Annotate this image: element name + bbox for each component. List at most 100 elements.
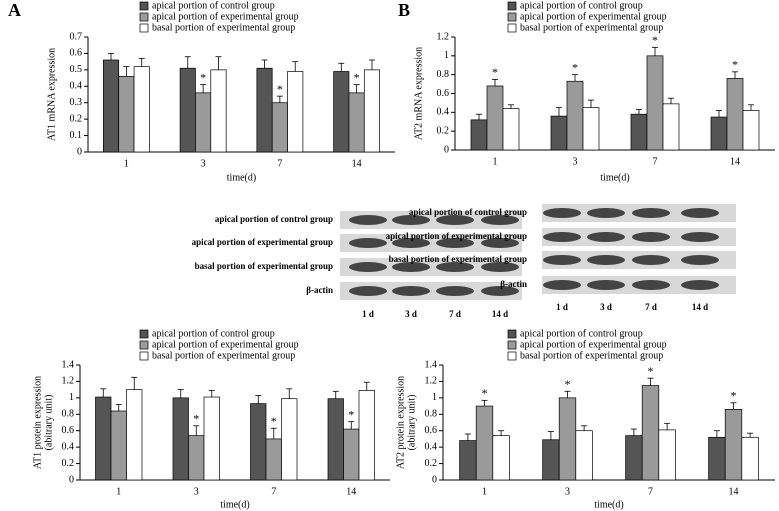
y-tick-label: 1 (69, 392, 74, 403)
x-tick-label: 3 (573, 156, 578, 167)
y-tick-label: 0.5 (70, 64, 83, 75)
legend-swatch (139, 340, 149, 350)
blot-row-label: basal portion of experimental group (195, 261, 333, 271)
y-axis-label: AT1 protein expression (32, 376, 43, 469)
blot-strip (340, 234, 522, 252)
y-tick-label: 0 (69, 474, 74, 485)
blot-band (436, 262, 474, 272)
blot-band (349, 262, 387, 272)
y-tick-label: 0.8 (425, 409, 438, 420)
legend-swatch (507, 12, 517, 22)
x-tick-label: 7 (277, 158, 282, 169)
blot-band (349, 286, 387, 296)
x-tick-label: 1 (124, 158, 129, 169)
blot-band (392, 215, 430, 225)
x-tick-label: 14 (730, 156, 740, 167)
blot-band (632, 255, 670, 265)
legend-label: apical portion of control group (152, 0, 275, 11)
blot-band (543, 232, 581, 242)
blot-row-label: β-actin (306, 285, 333, 295)
bar (172, 397, 189, 481)
bar (126, 389, 143, 481)
y-tick-label: 0.8 (62, 409, 75, 420)
y-tick-label: 0.4 (425, 441, 438, 452)
blot-band (681, 208, 719, 218)
y-tick-label: 0.4 (437, 107, 450, 118)
blot-band (392, 238, 430, 248)
blot-lane-label: 3 d (600, 302, 612, 312)
x-tick-label: 7 (271, 486, 276, 497)
y-axis-label: (abitrary unit) (406, 395, 417, 451)
bar (95, 396, 112, 481)
bar (343, 428, 360, 481)
bar (710, 116, 728, 151)
blot-row-label: apical portion of experimental group (386, 231, 527, 241)
bar (724, 409, 743, 481)
blot-band (481, 262, 519, 272)
blot-band (436, 215, 474, 225)
blot-band (587, 255, 625, 265)
blot-band (349, 238, 387, 248)
y-tick-label: 1 (444, 50, 449, 61)
blot-row-label: β-actin (500, 279, 527, 289)
bar (742, 110, 760, 151)
significance-marker: * (271, 414, 277, 428)
bar (348, 92, 365, 153)
y-tick-label: 0.2 (425, 458, 438, 469)
y-tick-label: 1.2 (425, 376, 438, 387)
bar (475, 405, 494, 481)
significance-marker: * (348, 407, 354, 421)
bar (625, 435, 643, 481)
blot-band (632, 208, 670, 218)
y-axis-label: (abitrary unit) (43, 395, 54, 451)
x-axis-label: time(d) (600, 172, 629, 183)
y-tick-label: 0.6 (425, 425, 438, 436)
bar (630, 113, 648, 151)
blot-band (632, 232, 670, 242)
bar (575, 430, 593, 481)
blot-band (543, 208, 581, 218)
significance-marker: * (652, 33, 658, 47)
bar (708, 436, 726, 481)
blot-band (436, 238, 474, 248)
legend-label: apical portion of experimental group (152, 339, 299, 350)
y-tick-label: 0.4 (62, 441, 75, 452)
blot-lane-label: 7 d (645, 302, 657, 312)
blot-band (392, 286, 430, 296)
bar (203, 396, 220, 481)
blot-band (392, 262, 430, 272)
bar (662, 103, 680, 151)
legend-swatch (507, 23, 517, 33)
legend-swatch (139, 329, 149, 339)
y-tick-label: 0 (444, 144, 449, 155)
blot-lane-label: 7 d (449, 309, 461, 319)
bar (741, 436, 759, 481)
significance-marker: * (731, 389, 737, 403)
legend-swatch (139, 1, 149, 11)
bar (658, 429, 676, 481)
y-tick-label: 0.7 (70, 31, 83, 42)
significance-marker: * (572, 60, 578, 74)
bar (726, 78, 744, 151)
legend-swatch (139, 23, 149, 33)
blot-band (681, 255, 719, 265)
bar (179, 67, 196, 153)
legend-swatch (139, 12, 149, 22)
bar (188, 435, 205, 481)
bar (542, 439, 560, 481)
blot-row-label: apical portion of control group (215, 214, 333, 224)
bar (210, 69, 227, 153)
legend-swatch (507, 340, 517, 350)
x-tick-label: 3 (194, 486, 199, 497)
significance-marker: * (200, 70, 206, 84)
legend-label: apical portion of experimental group (520, 11, 667, 22)
y-tick-label: 1.4 (62, 359, 75, 370)
blot-band (543, 255, 581, 265)
blot-band (587, 208, 625, 218)
blot-band (481, 286, 519, 296)
bar (133, 66, 150, 153)
bar (358, 390, 375, 481)
bar (287, 71, 304, 153)
blot-lane-label: 14 d (692, 302, 708, 312)
blot-strip (340, 211, 522, 229)
